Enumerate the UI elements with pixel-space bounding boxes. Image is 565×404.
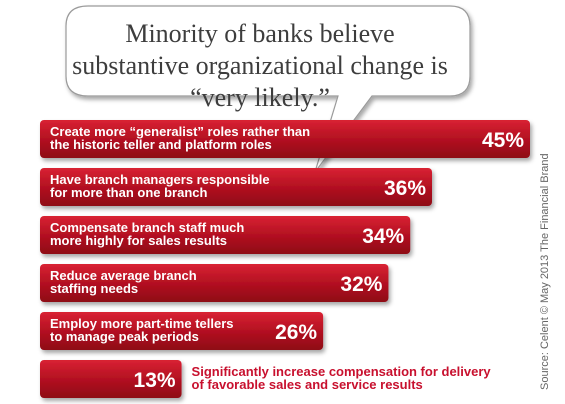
bar-5 [40,312,324,350]
bar-category-label: Significantly increase compensation for … [192,364,492,392]
bar-category-label: Compensate branch staff much more highly … [50,220,244,248]
bar-category-label: Create more “generalist” roles rather th… [50,124,310,152]
bar-category-label: Have branch managers responsible for more… [50,172,270,200]
bar-value-label: 36% [384,177,426,200]
bar-4 [40,264,389,302]
source-note: Source: Celent © May 2013 The Financial … [539,153,551,390]
bar-6 [40,360,182,398]
bar-category-label: Reduce average branch staffing needs [50,268,197,296]
bar-value-label: 34% [362,225,404,248]
bar-value-label: 13% [134,369,176,392]
bar-value-label: 32% [340,273,382,296]
bar-value-label: 26% [275,321,317,344]
bar-category-label: Employ more part-time tellers to manage p… [50,316,234,344]
bar-value-label: 45% [482,129,524,152]
bar-1 [40,120,530,158]
bar-3 [40,216,411,254]
bar-2 [40,168,432,206]
callout-text: Minority of banks believe substantive or… [72,19,448,112]
bars-layer: 45% Create more “generalist” roles rather… [40,120,530,398]
